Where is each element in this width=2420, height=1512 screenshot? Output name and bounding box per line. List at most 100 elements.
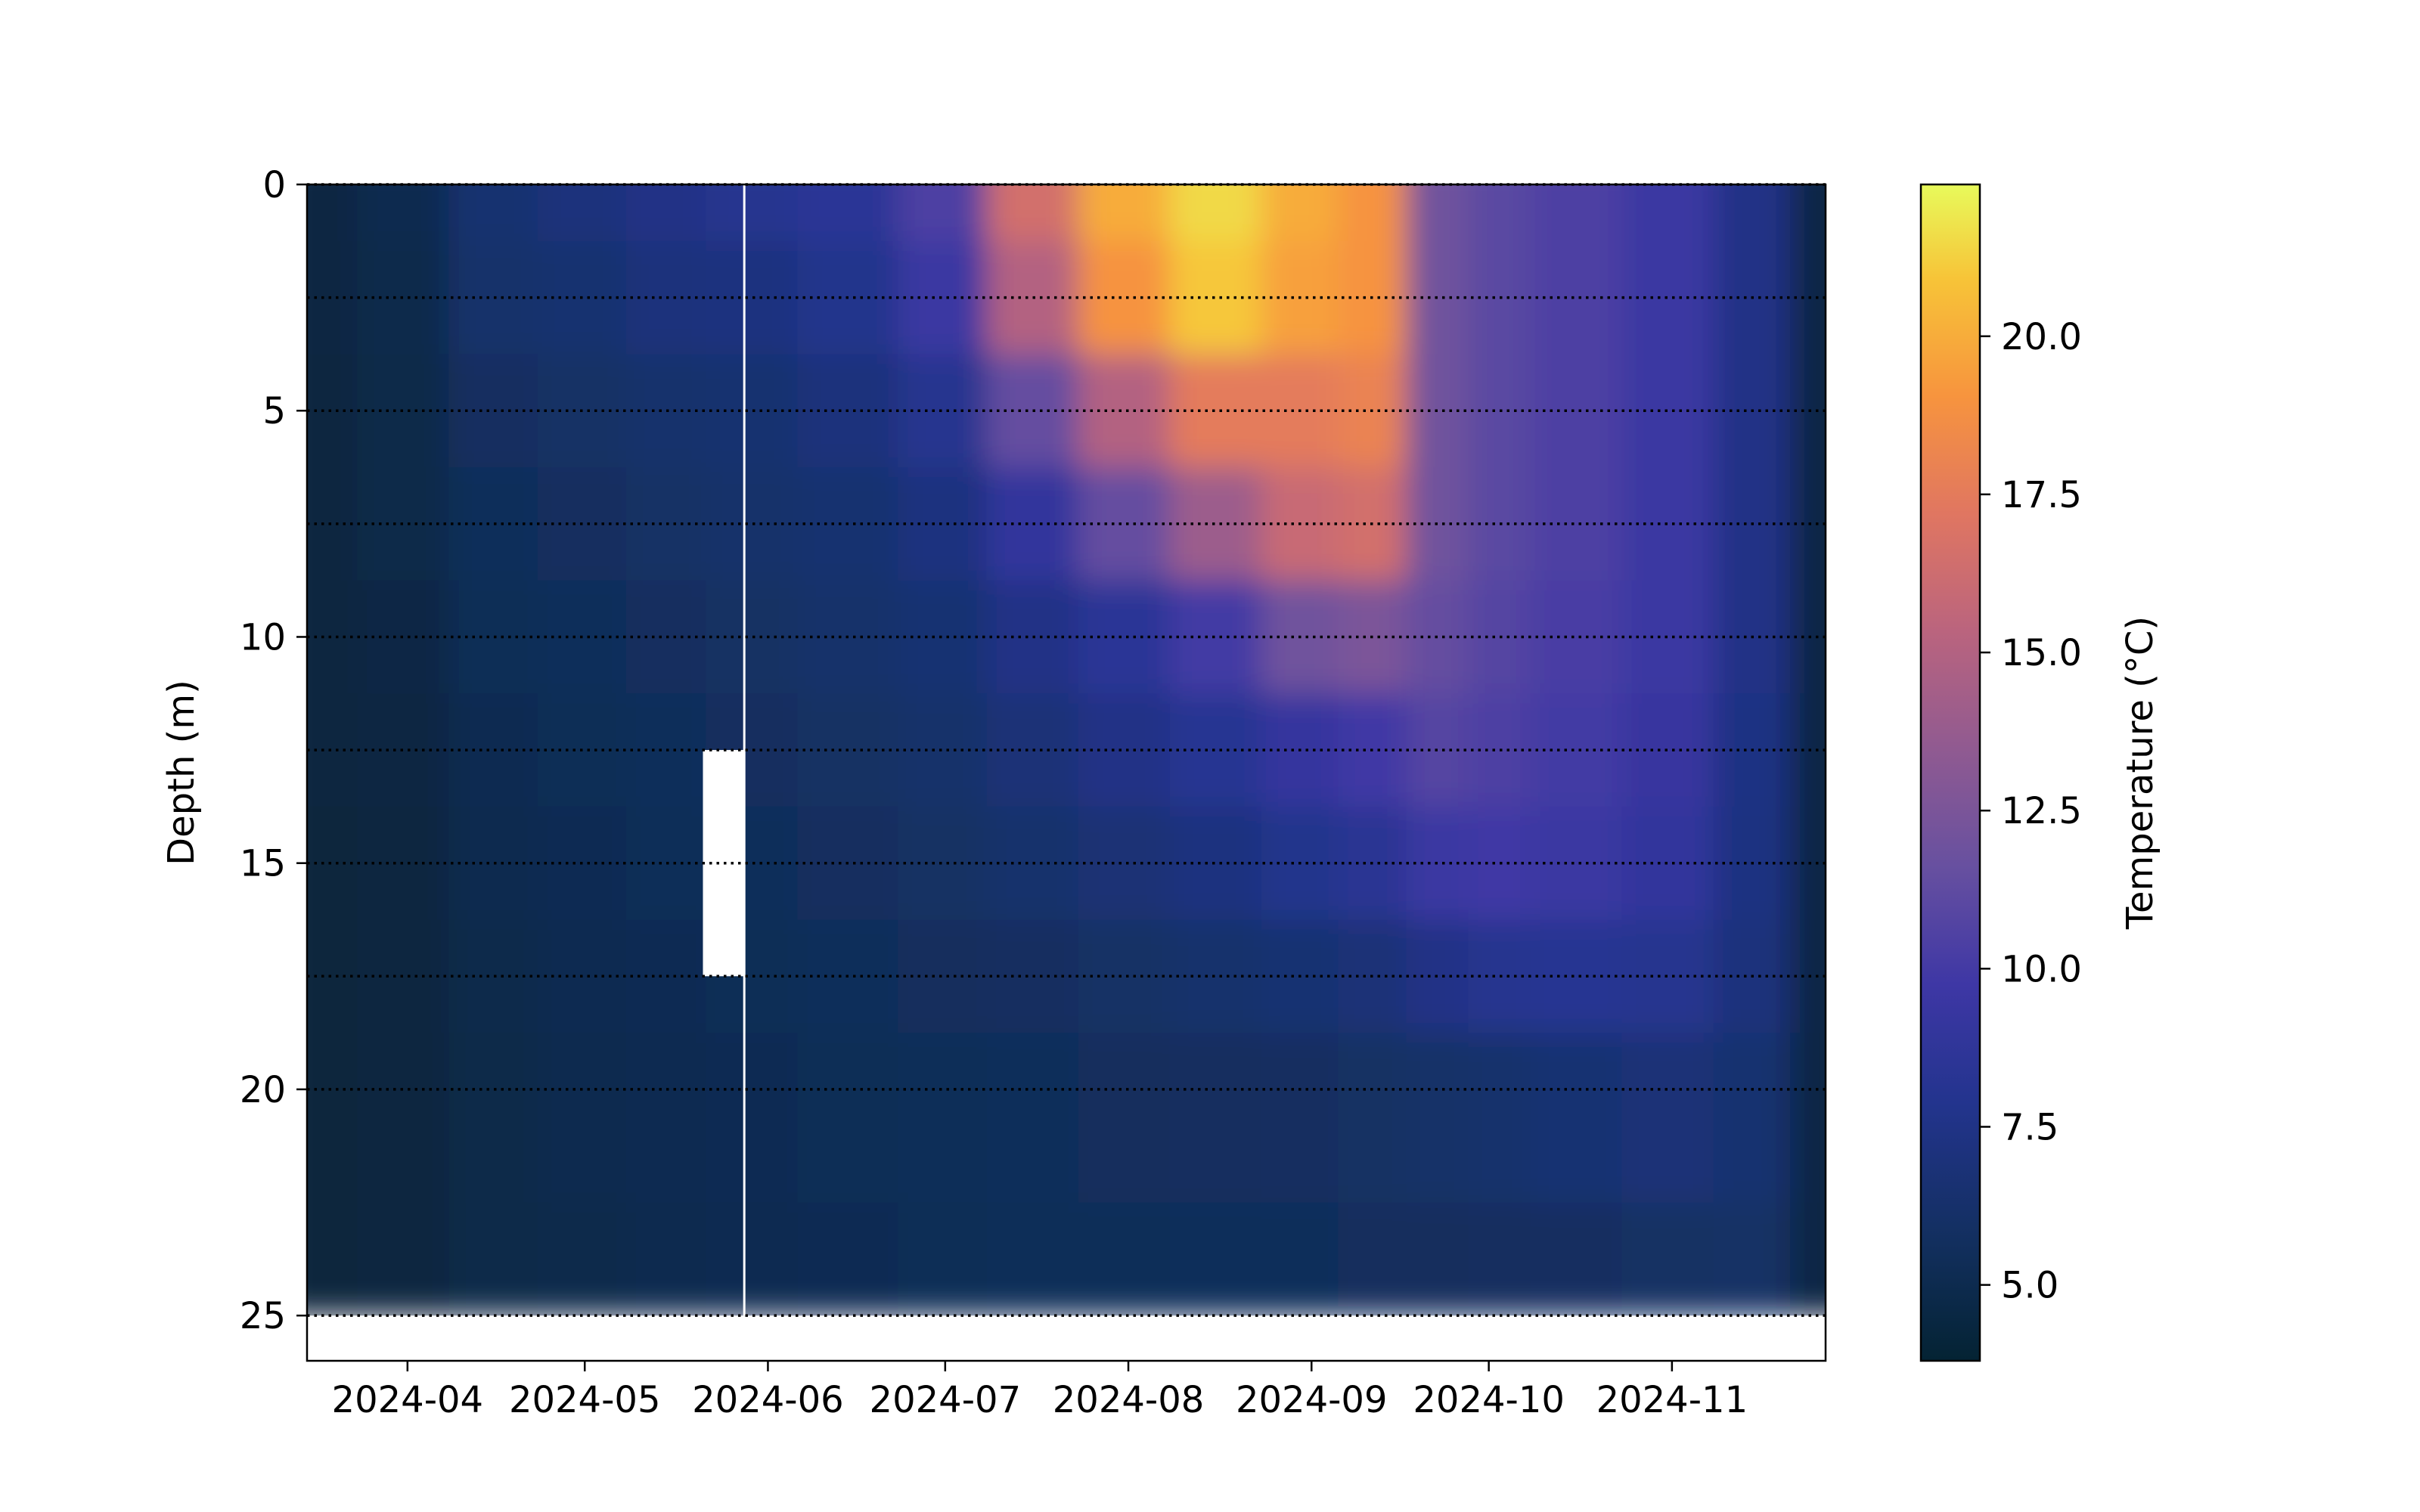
colorbar-ticks: 5.0 7.5 10.0 12.5 15.0 17.5 20.0 — [1980, 316, 2082, 1307]
heatmap-cell — [1530, 354, 1623, 469]
heatmap-cell — [1169, 1202, 1262, 1317]
heatmap-cell — [797, 1202, 899, 1317]
heatmap-cell — [706, 240, 799, 355]
x-tick-label: 2024-11 — [1596, 1379, 1748, 1421]
heatmap-cell — [1621, 467, 1714, 581]
heatmap-cell — [307, 806, 358, 921]
heatmap-cell — [986, 1202, 1079, 1317]
x-tick-label: 2024-05 — [509, 1379, 661, 1421]
colorbar-label: Temperature (°C) — [2119, 616, 2161, 930]
y-tick-label: 25 — [240, 1295, 286, 1337]
heatmap-cell — [1530, 1033, 1623, 1204]
heatmap-cell — [1530, 240, 1623, 355]
heatmap-cell — [1621, 919, 1714, 1034]
heatmap-cell — [1406, 184, 1469, 242]
y-axis: 0 5 10 15 20 25 — [240, 164, 307, 1337]
heatmap-cell — [307, 919, 358, 1034]
y-axis-label: Depth (m) — [160, 680, 203, 866]
heatmap-cell — [706, 467, 799, 581]
heatmap-cell — [307, 467, 358, 581]
heatmap-cell — [1530, 919, 1623, 1034]
no-data-bottom — [307, 1315, 1826, 1361]
y-tick-label: 10 — [240, 616, 286, 658]
heatmap-cell — [706, 1202, 799, 1317]
heatmap-cell — [797, 1033, 899, 1204]
heatmap-cell — [625, 1033, 707, 1204]
heatmap-cell — [1169, 1033, 1262, 1204]
colorbar-tick-label: 15.0 — [2001, 632, 2082, 674]
colorbar-tick-label: 12.5 — [2001, 790, 2082, 832]
heatmap-cell — [357, 919, 450, 1034]
heatmap-cell — [1169, 184, 1262, 242]
y-tick-label: 15 — [240, 843, 286, 885]
heatmap-cell — [1406, 1033, 1469, 1204]
heatmap-cell — [357, 580, 450, 695]
heatmap-cell — [706, 354, 799, 469]
heatmap-cell — [1530, 184, 1623, 242]
heatmap-cell — [625, 184, 707, 242]
heatmap-cell — [1406, 1202, 1469, 1317]
heatmap-cell — [1790, 1202, 1826, 1317]
heatmap-cell — [307, 693, 358, 807]
data-gaps — [307, 184, 1826, 1361]
heatmap-cell — [1530, 806, 1623, 921]
heatmap-cell — [537, 1033, 627, 1204]
heatmap-cell — [357, 467, 450, 581]
x-tick-label: 2024-10 — [1413, 1379, 1565, 1421]
heatmap-cell — [1530, 467, 1623, 581]
x-tick-label: 2024-04 — [332, 1379, 484, 1421]
heatmap-cell — [1621, 1202, 1714, 1317]
heatmap-cell — [1338, 1033, 1407, 1204]
heatmap-cell — [706, 184, 799, 242]
gap-block — [703, 750, 745, 977]
heatmap-cell — [307, 240, 358, 355]
heatmap-cell — [357, 240, 450, 355]
heatmap-cell — [448, 1202, 538, 1317]
plot-frame — [306, 183, 1827, 1362]
colorbar-tick-label: 20.0 — [2001, 316, 2082, 358]
heatmap-cell — [1621, 693, 1714, 807]
heatmap-cell — [1790, 1033, 1826, 1204]
heatmap-cell — [1468, 1033, 1531, 1204]
heatmap-cell — [797, 184, 899, 242]
y-tick-label: 20 — [240, 1069, 286, 1111]
heatmap-cell — [986, 184, 1079, 242]
heatmap-cell — [1530, 1202, 1623, 1317]
y-tick-label: 5 — [262, 390, 286, 432]
x-tick-label: 2024-06 — [692, 1379, 844, 1421]
heatmap-cells — [307, 184, 1826, 1317]
heatmap-cell — [1261, 1033, 1339, 1204]
x-tick-label: 2024-08 — [1053, 1379, 1205, 1421]
heatmap-cell — [1621, 1033, 1714, 1204]
heatmap-cell — [537, 1202, 627, 1317]
heatmap-cell — [357, 693, 450, 807]
colorbar-tick-label: 17.5 — [2001, 474, 2082, 516]
heatmap-cell — [357, 806, 450, 921]
heatmap-cell — [357, 354, 450, 469]
heatmap-cell — [1468, 184, 1531, 242]
heatmap-cell — [357, 184, 450, 242]
heatmap-cell — [1621, 806, 1714, 921]
y-tick-label: 0 — [262, 164, 286, 206]
heatmap-cell — [1078, 1202, 1171, 1317]
x-tick-label: 2024-07 — [870, 1379, 1022, 1421]
heatmap-cell — [1530, 580, 1623, 695]
heatmap-cell — [1078, 184, 1171, 242]
heatmap-cell — [1621, 240, 1714, 355]
heatmap-cell — [898, 184, 988, 242]
heatmap-cell — [1790, 184, 1826, 242]
heatmap-cell — [1338, 1202, 1407, 1317]
heatmap-cell — [537, 184, 627, 242]
heatmap-cell — [625, 1202, 707, 1317]
heatmap-cell — [357, 1202, 450, 1317]
heatmap-cell — [1078, 1033, 1171, 1204]
x-tick-label: 2024-09 — [1236, 1379, 1388, 1421]
heatmap-cell — [898, 1033, 988, 1204]
heatmap-cell — [448, 1033, 538, 1204]
colorbar-tick-label: 7.5 — [2001, 1106, 2059, 1148]
colorbar-tick-label: 5.0 — [2001, 1265, 2059, 1307]
heatmap-cell — [448, 184, 538, 242]
heatmap-cell — [1621, 184, 1714, 242]
heatmap-cell — [307, 580, 358, 695]
